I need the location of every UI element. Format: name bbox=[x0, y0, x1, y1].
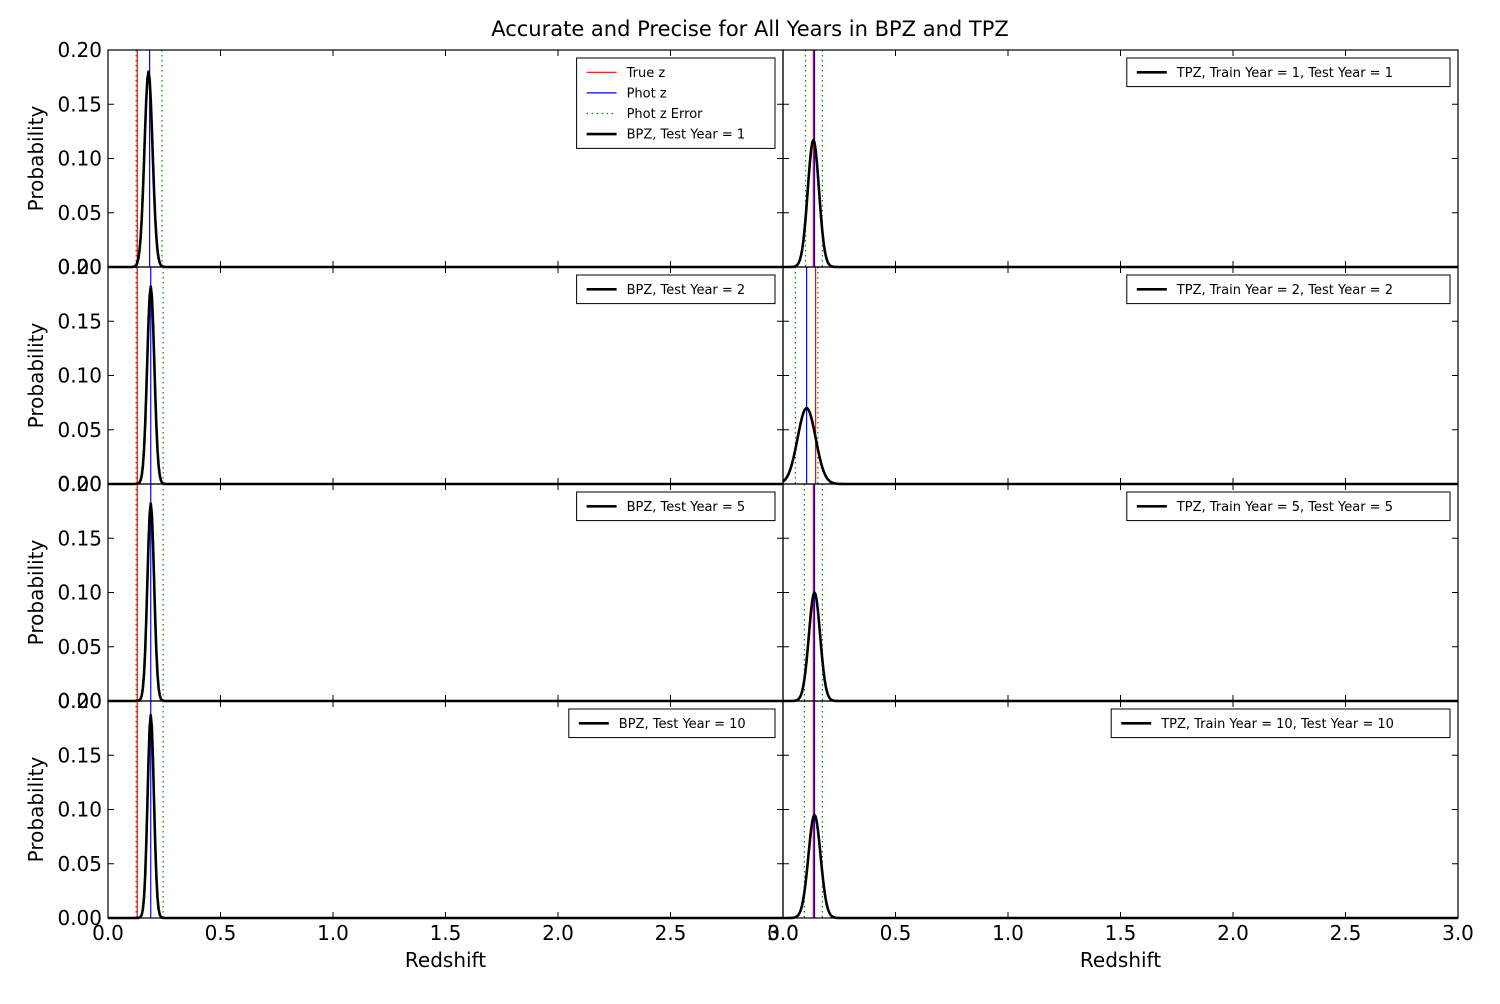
panel-7-xtick-label-6: 3.0 bbox=[767, 921, 799, 945]
panel-7-xtick-label-0: 0.0 bbox=[92, 921, 124, 945]
panel-5-ytick-label-1: 0.05 bbox=[57, 635, 102, 659]
panel-1-ytick-label-3: 0.15 bbox=[57, 92, 102, 116]
panel-8-frame bbox=[782, 700, 1459, 919]
panel-8-xtick-label-1: 0.5 bbox=[880, 921, 912, 945]
panel-3 bbox=[107, 266, 784, 486]
panel-5-ytick-label-2: 0.10 bbox=[57, 581, 102, 605]
panel-2-pdf-curve bbox=[782, 138, 1459, 269]
panel-1-ytick-label-0: 0.00 bbox=[57, 255, 102, 279]
panel-6-legend-label-0: TPZ, Train Year = 5, Test Year = 5 bbox=[1176, 500, 1393, 515]
panel-7-xlabel: Redshift bbox=[405, 948, 486, 972]
panel-7-ytick-label-1: 0.05 bbox=[57, 852, 102, 876]
panel-7-ytick-label-2: 0.10 bbox=[57, 798, 102, 822]
panel-3-ytick-label-4: 0.20 bbox=[57, 255, 102, 279]
panel-8-xtick-label-6: 3.0 bbox=[1442, 921, 1474, 945]
panel-8-xtick-label-4: 2.0 bbox=[1217, 921, 1249, 945]
panel-5-ytick-label-4: 0.20 bbox=[57, 472, 102, 496]
panel-2-legend-box bbox=[1126, 57, 1451, 88]
panel-8 bbox=[782, 700, 1459, 920]
panel-8-legend-label-0: TPZ, Train Year = 10, Test Year = 10 bbox=[1160, 717, 1394, 732]
panel-3-ytick-label-0: 0.00 bbox=[57, 472, 102, 496]
panel-1-legend-label-1: Phot z bbox=[627, 86, 667, 101]
panel-8-xtick-label-2: 1.0 bbox=[992, 921, 1024, 945]
panel-7-xtick-label-4: 2.0 bbox=[542, 921, 574, 945]
panel-4-legend-label-0: TPZ, Train Year = 2, Test Year = 2 bbox=[1176, 283, 1393, 298]
panel-6-legend-box bbox=[1126, 491, 1451, 522]
panel-2 bbox=[782, 49, 1459, 269]
panel-7-pdf-curve bbox=[107, 713, 784, 920]
panel-3-ytick-label-1: 0.05 bbox=[57, 418, 102, 442]
panel-3-ylabel: Probability bbox=[24, 322, 48, 428]
panel-1-legend-label-0: True z bbox=[626, 66, 666, 81]
panel-7-legend-label-0: BPZ, Test Year = 10 bbox=[619, 717, 746, 732]
panel-1-ytick-label-4: 0.20 bbox=[57, 38, 102, 62]
panel-6 bbox=[782, 483, 1459, 703]
panel-8-pdf-curve bbox=[782, 813, 1459, 920]
panel-8-xtick-label-0: 0.0 bbox=[767, 921, 799, 945]
panel-2-legend-label-0: TPZ, Train Year = 1, Test Year = 1 bbox=[1176, 66, 1393, 81]
panel-7-xtick-label-3: 1.5 bbox=[430, 921, 462, 945]
panel-7-xtick-label-1: 0.5 bbox=[205, 921, 237, 945]
panel-7-xtick-label-2: 1.0 bbox=[317, 921, 349, 945]
panel-4 bbox=[782, 266, 1459, 486]
panel-1-ytick-label-2: 0.10 bbox=[57, 147, 102, 171]
panel-7 bbox=[107, 700, 784, 920]
panel-1-ylabel: Probability bbox=[24, 105, 48, 211]
panel-4-pdf-curve bbox=[782, 406, 1459, 486]
panel-6-pdf-curve bbox=[782, 591, 1459, 703]
panel-7-ytick-label-4: 0.20 bbox=[57, 689, 102, 713]
panel-8-legend-box bbox=[1110, 708, 1451, 739]
panel-8-xlabel: Redshift bbox=[1080, 948, 1161, 972]
panel-1-legend-label-2: Phot z Error bbox=[627, 107, 704, 122]
panel-4-legend-box bbox=[1126, 274, 1451, 305]
panel-1-ytick-label-1: 0.05 bbox=[57, 201, 102, 225]
panel-7-xtick-label-5: 2.5 bbox=[655, 921, 687, 945]
panel-1-legend-label-3: BPZ, Test Year = 1 bbox=[627, 128, 746, 143]
panel-5-ytick-label-3: 0.15 bbox=[57, 526, 102, 550]
panel-7-ylabel: Probability bbox=[24, 756, 48, 862]
panel-5-ylabel: Probability bbox=[24, 539, 48, 645]
panel-5 bbox=[107, 483, 784, 703]
panel-3-legend-label-0: BPZ, Test Year = 2 bbox=[627, 283, 746, 298]
panel-7-ytick-label-0: 0.00 bbox=[57, 906, 102, 930]
panel-3-ytick-label-2: 0.10 bbox=[57, 364, 102, 388]
panel-3-ytick-label-3: 0.15 bbox=[57, 309, 102, 333]
chart-title: Accurate and Precise for All Years in BP… bbox=[491, 17, 1009, 41]
panel-5-pdf-curve bbox=[107, 502, 784, 703]
panel-1 bbox=[107, 49, 784, 269]
panel-8-xtick-label-5: 2.5 bbox=[1330, 921, 1362, 945]
panel-3-pdf-curve bbox=[107, 285, 784, 486]
panel-5-ytick-label-0: 0.00 bbox=[57, 689, 102, 713]
panel-7-ytick-label-3: 0.15 bbox=[57, 743, 102, 767]
panel-8-xtick-label-3: 1.5 bbox=[1105, 921, 1137, 945]
panel-5-legend-label-0: BPZ, Test Year = 5 bbox=[627, 500, 746, 515]
